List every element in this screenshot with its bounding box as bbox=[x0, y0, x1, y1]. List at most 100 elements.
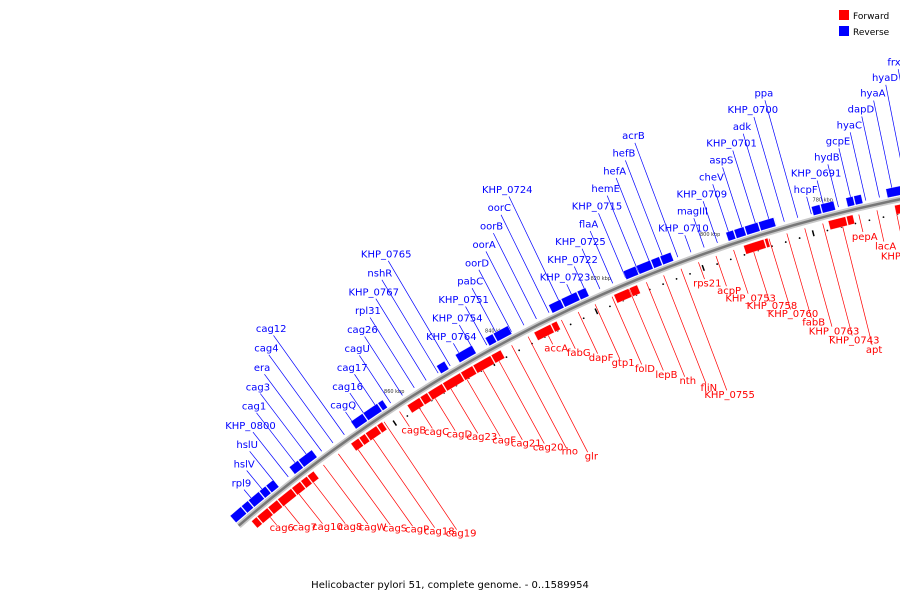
reverse-gene-label-leader bbox=[381, 279, 439, 374]
reverse-gene-label: oorC bbox=[488, 203, 511, 214]
forward-gene bbox=[419, 392, 432, 405]
forward-gene-label-leader bbox=[383, 421, 457, 530]
minor-tick bbox=[406, 415, 409, 417]
reverse-gene-label-leader bbox=[375, 298, 427, 381]
reverse-gene-label: rpl9 bbox=[232, 479, 252, 490]
reverse-gene-label: KHP_0709 bbox=[677, 189, 728, 200]
forward-gene-label-leader bbox=[462, 372, 501, 437]
forward-gene bbox=[267, 499, 283, 515]
reverse-gene-label: hydB bbox=[814, 152, 840, 163]
reverse-gene-label-leader bbox=[684, 235, 692, 253]
reverse-gene-label-leader bbox=[359, 355, 391, 404]
forward-gene bbox=[427, 383, 447, 401]
forward-gene-label: cag6 bbox=[270, 523, 294, 534]
forward-gene bbox=[894, 204, 900, 215]
forward-gene-label: KHP_0763 bbox=[809, 326, 860, 337]
reverse-gene-label: cag12 bbox=[256, 324, 287, 335]
forward-gene-label-leader bbox=[804, 228, 833, 327]
forward-gene-label-leader bbox=[353, 442, 413, 527]
reverse-gene-label-leader bbox=[634, 142, 679, 258]
reverse-gene-label-leader bbox=[722, 167, 745, 235]
forward-gene-label: cagP bbox=[405, 525, 429, 536]
forward-gene bbox=[460, 365, 477, 381]
reverse-gene-label: era bbox=[254, 363, 270, 374]
forward-gene-label-leader bbox=[628, 289, 664, 371]
reverse-gene-label: hyaC bbox=[837, 120, 862, 131]
reverse-gene-label: KHP_0724 bbox=[482, 185, 533, 196]
reverse-gene bbox=[650, 256, 663, 269]
reverse-gene bbox=[436, 361, 450, 374]
reverse-gene-label-leader bbox=[753, 116, 785, 222]
tick-label: 800 kbp bbox=[700, 232, 720, 238]
forward-gene-label: cagW bbox=[359, 523, 387, 534]
reverse-gene-label-leader bbox=[615, 177, 652, 268]
forward-gene-label: cag19 bbox=[446, 528, 477, 539]
forward-gene bbox=[743, 239, 767, 255]
reverse-gene-label-leader bbox=[885, 84, 900, 159]
reverse-gene bbox=[229, 506, 247, 523]
forward-gene-label-leader bbox=[561, 319, 576, 349]
reverse-gene-label-leader bbox=[500, 214, 550, 313]
reverse-gene-label-leader bbox=[478, 269, 512, 332]
forward-gene-label: fabG bbox=[567, 348, 591, 359]
reverse-gene-label: KHP_0800 bbox=[225, 421, 276, 432]
forward-gene bbox=[472, 355, 495, 374]
reverse-gene-label: oorB bbox=[480, 222, 503, 233]
reverse-gene bbox=[289, 460, 304, 475]
reverse-gene-label-leader bbox=[838, 148, 853, 204]
forward-gene bbox=[490, 349, 506, 364]
reverse-gene-label-leader bbox=[806, 196, 812, 215]
reverse-gene-label-leader bbox=[273, 335, 345, 435]
reverse-gene bbox=[820, 200, 836, 214]
reverse-gene-label-leader bbox=[369, 317, 415, 389]
forward-gene bbox=[307, 471, 320, 484]
forward-gene-label-leader bbox=[511, 345, 567, 448]
reverse-gene-label: cheV bbox=[699, 172, 724, 183]
forward-gene bbox=[257, 507, 274, 524]
reverse-gene-label-leader bbox=[508, 196, 562, 307]
forward-gene-label-leader bbox=[368, 432, 435, 528]
tick-label: 780 kbp bbox=[813, 197, 833, 203]
forward-gene-label-leader bbox=[876, 210, 885, 242]
minor-tick bbox=[882, 216, 885, 218]
reverse-gene-label: cag16 bbox=[332, 382, 363, 393]
forward-gene-label: cag18 bbox=[424, 526, 455, 537]
reverse-gene-label-leader bbox=[827, 164, 839, 208]
forward-gene-label: KHP_0760 bbox=[768, 309, 819, 320]
reverse-gene bbox=[774, 217, 778, 227]
forward-gene-label: KHP_0743 bbox=[829, 335, 880, 346]
reverse-gene-label: cag1 bbox=[242, 402, 266, 413]
forward-gene-label-leader bbox=[611, 296, 642, 365]
reverse-gene-label: hcpF bbox=[794, 185, 818, 196]
forward-gene-label: dapF bbox=[589, 353, 614, 364]
reverse-gene bbox=[733, 226, 747, 239]
major-tick bbox=[392, 420, 398, 427]
reverse-gene-label-leader bbox=[581, 248, 601, 290]
forward-gene-label: cagD bbox=[447, 430, 473, 441]
forward-gene-label-leader bbox=[399, 411, 410, 427]
reverse-gene-label: rpl31 bbox=[355, 306, 381, 317]
forward-gene bbox=[828, 216, 848, 230]
forward-gene bbox=[629, 284, 641, 297]
forward-gene-label: glr bbox=[585, 451, 599, 462]
major-tick bbox=[594, 308, 599, 315]
reverse-gene-label-leader bbox=[873, 100, 894, 195]
minor-tick bbox=[582, 317, 585, 320]
reverse-gene bbox=[484, 333, 497, 347]
reverse-gene-label: hemE bbox=[591, 184, 620, 195]
forward-gene-label-leader bbox=[715, 255, 727, 287]
reverse-gene-label: oorD bbox=[465, 258, 489, 269]
forward-gene bbox=[358, 433, 371, 446]
minor-tick bbox=[716, 263, 719, 265]
major-tick bbox=[811, 230, 815, 237]
reverse-gene-label: KHP_0715 bbox=[572, 202, 623, 213]
forward-gene-label-leader bbox=[646, 282, 686, 377]
reverse-gene-label-leader bbox=[249, 451, 278, 486]
reverse-gene-label-leader bbox=[849, 132, 867, 201]
forward-gene-label: gtp1 bbox=[612, 358, 635, 369]
reverse-gene-label: adk bbox=[733, 122, 751, 133]
minor-tick bbox=[609, 305, 611, 308]
forward-gene-label-leader bbox=[308, 475, 346, 524]
forward-gene-label-leader bbox=[446, 381, 479, 434]
forward-gene-label: KHP_0755 bbox=[704, 390, 755, 401]
